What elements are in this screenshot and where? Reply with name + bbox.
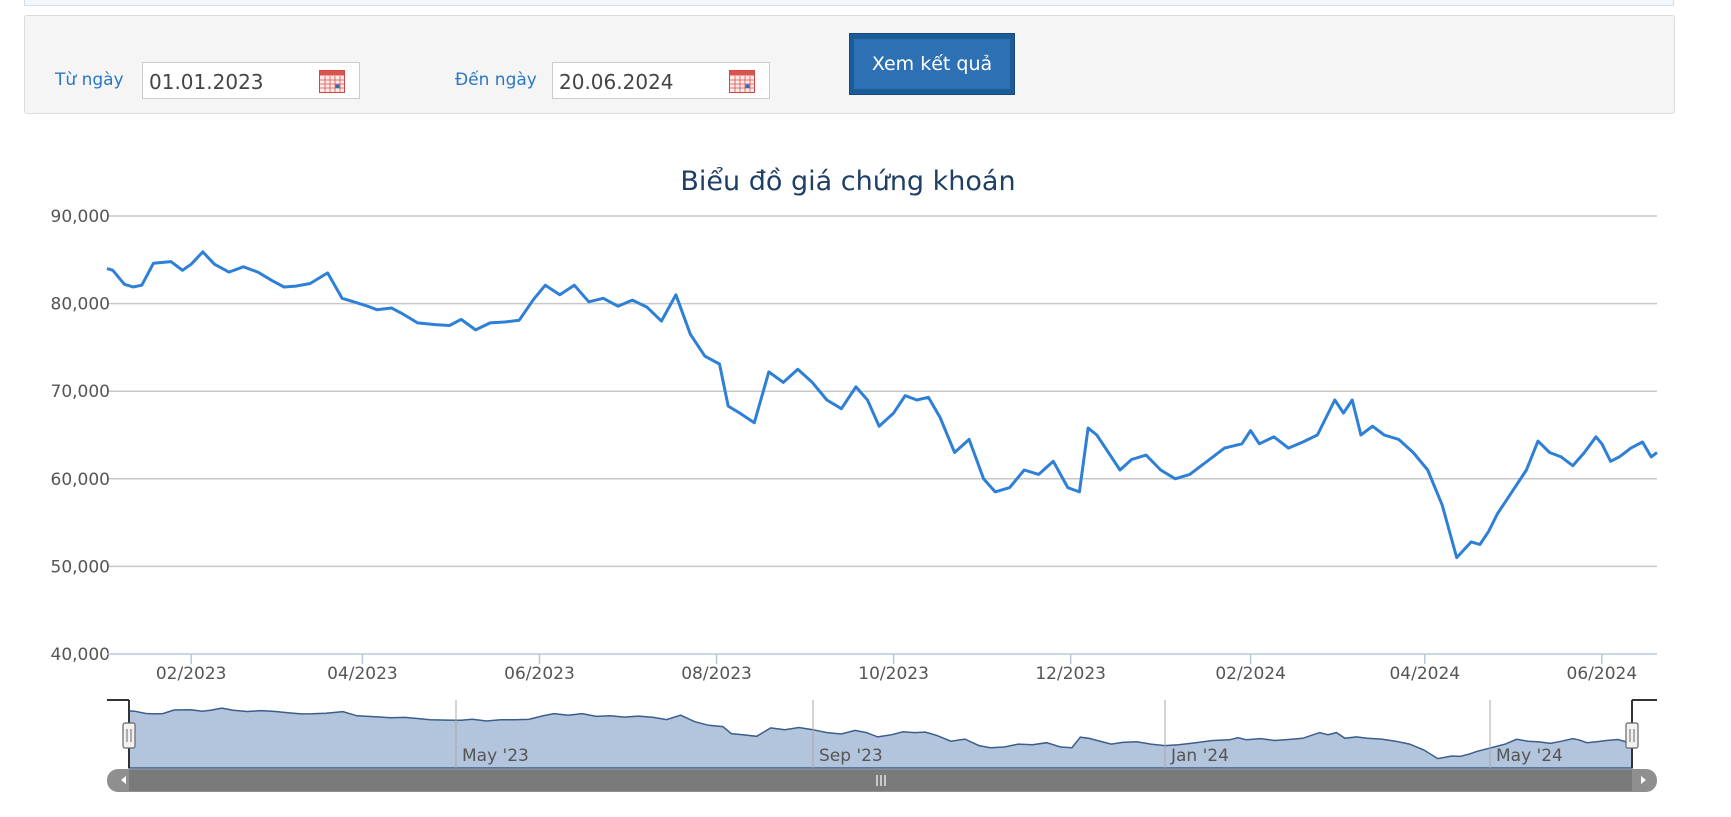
x-tick-label: 02/2024	[1215, 664, 1286, 684]
to-date-label: Đến ngày	[455, 70, 537, 90]
top-strip	[24, 0, 1674, 6]
to-date-value: 20.06.2024	[559, 70, 674, 94]
calendar-icon[interactable]	[729, 69, 755, 93]
calendar-icon[interactable]	[319, 69, 345, 93]
x-tick-label: 02/2023	[156, 664, 227, 684]
x-tick-label: 06/2024	[1567, 664, 1638, 684]
x-tick-label: 08/2023	[681, 664, 752, 684]
view-results-label: Xem kết quả	[854, 39, 1010, 89]
price-series-line	[106, 250, 1658, 560]
navigator-handle[interactable]	[122, 722, 136, 749]
y-tick-label: 90,000	[51, 207, 110, 227]
y-tick-label: 70,000	[51, 382, 110, 402]
y-tick-label: 50,000	[51, 557, 110, 577]
navigator-label: May '23	[462, 746, 529, 766]
date-filter-panel: Từ ngày 01.01.2023 Đến ngày 20.06.2024	[24, 15, 1675, 114]
x-tick-label: 04/2023	[327, 664, 398, 684]
x-tick-label: 12/2023	[1035, 664, 1106, 684]
from-date-label: Từ ngày	[55, 70, 124, 90]
navigator-label: Sep '23	[819, 746, 883, 766]
from-date-value: 01.01.2023	[149, 70, 264, 94]
y-tick-label: 40,000	[51, 645, 110, 665]
from-date-input[interactable]: 01.01.2023	[142, 62, 360, 99]
x-tick-label: 10/2023	[858, 664, 929, 684]
scroll-left-arrow-icon[interactable]	[121, 776, 126, 784]
navigator-label: May '24	[1496, 746, 1563, 766]
stock-price-chart: Biểu đồ giá chứng khoán 90,000 80,000 70,00…	[51, 166, 1658, 792]
navigator-area	[128, 707, 1633, 769]
navigator-label: Jan '24	[1170, 746, 1229, 766]
x-tick-label: 04/2024	[1389, 664, 1460, 684]
scroll-right-arrow-icon[interactable]	[1641, 776, 1646, 784]
view-results-button[interactable]: Xem kết quả	[849, 33, 1015, 95]
x-tick-label: 06/2023	[504, 664, 575, 684]
navigator-handle[interactable]	[1625, 722, 1639, 749]
y-tick-label: 60,000	[51, 470, 110, 490]
y-tick-label: 80,000	[51, 295, 110, 315]
to-date-input[interactable]: 20.06.2024	[552, 62, 770, 99]
chart-title: Biểu đồ giá chứng khoán	[680, 166, 1015, 197]
